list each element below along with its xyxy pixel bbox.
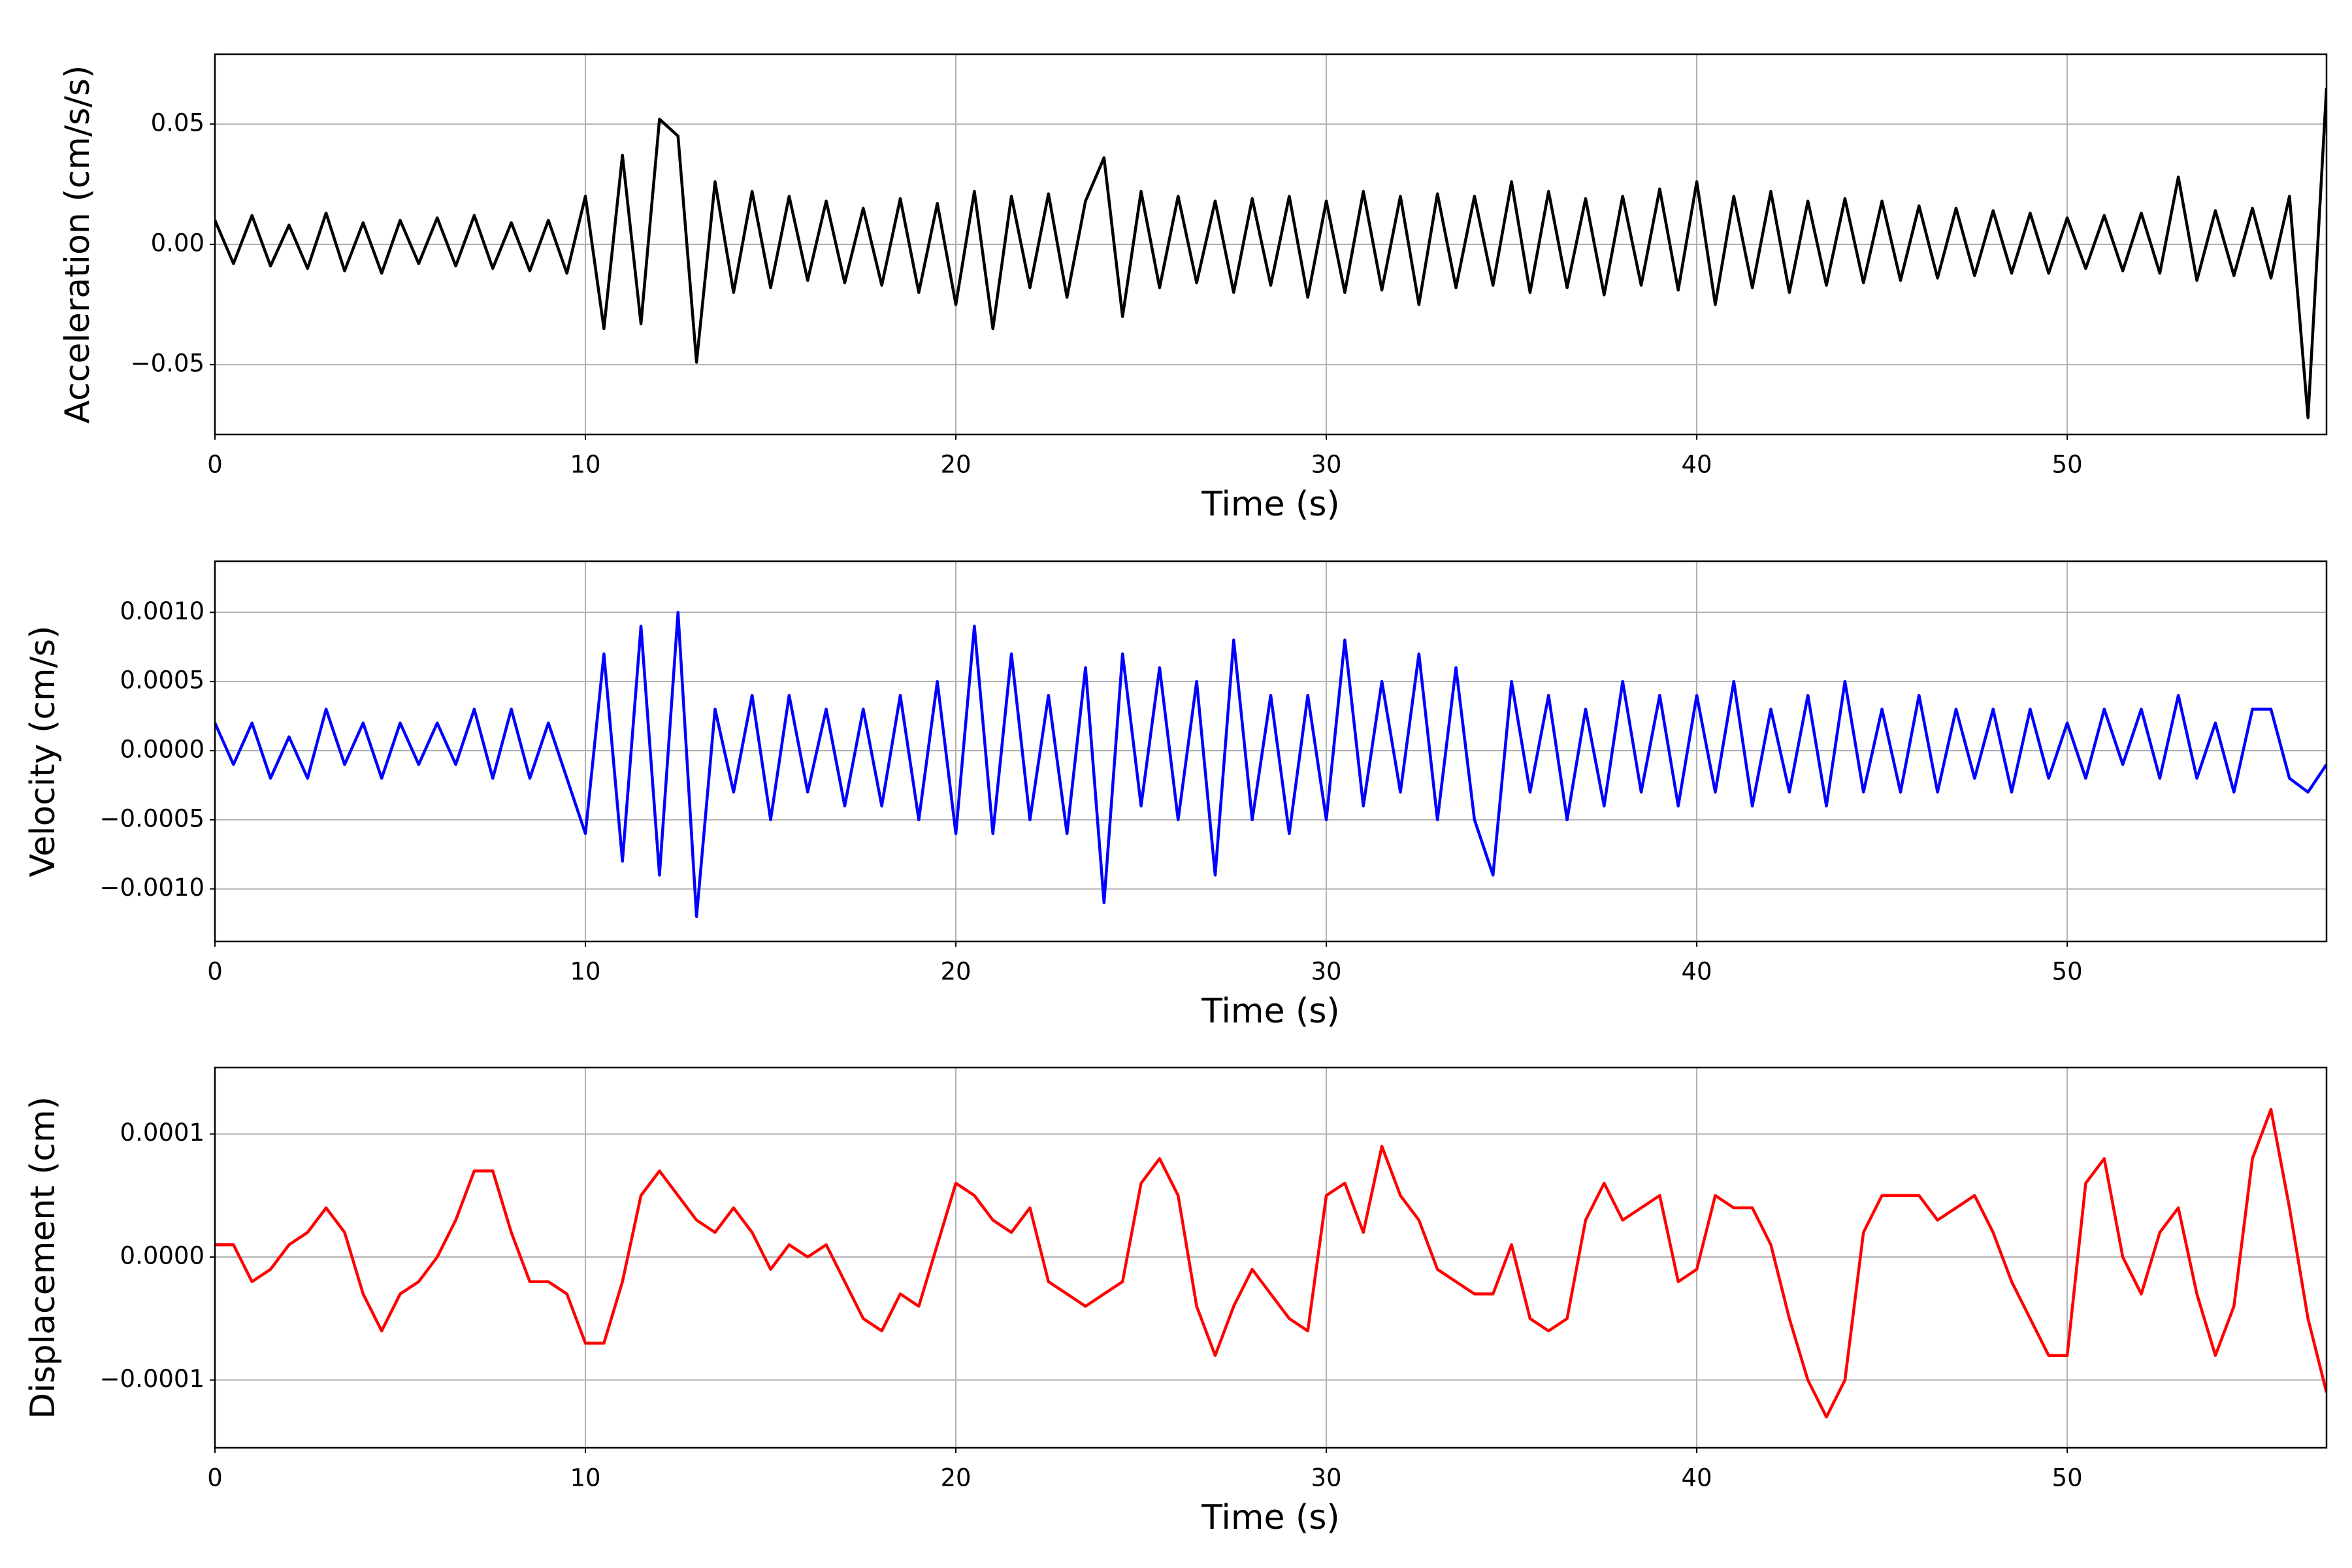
x-tick-label: 50 [2052,451,2083,479]
y-tick-label: 0.0001 [120,1119,204,1147]
x-axis-label: Time (s) [1201,992,1339,1031]
axes-frame [214,560,2328,943]
x-axis-label: Time (s) [1201,1498,1339,1537]
y-tick-label: 0.0010 [120,597,204,625]
y-tick-label: 0.0000 [120,735,204,763]
x-tick-label: 30 [1311,1464,1342,1492]
y-axis-label: Displacement (cm) [24,1096,63,1419]
data-line [215,88,2327,419]
x-tick-label: 0 [207,958,223,986]
y-tick-label: 0.0005 [120,666,204,694]
x-tick-label: 0 [207,1464,223,1492]
y-tick-label: 0.0000 [120,1242,204,1270]
y-tick-label: −0.05 [131,350,204,378]
x-tick-label: 30 [1311,451,1342,479]
y-tick-label: −0.0001 [100,1365,204,1393]
x-tick-label: 10 [570,451,600,479]
x-tick-label: 20 [940,451,971,479]
x-tick-label: 20 [940,1464,971,1492]
x-tick-label: 10 [570,958,600,986]
y-axis-label: Acceleration (cm/s/s) [58,65,97,424]
data-line [215,1107,2327,1419]
x-tick-label: 30 [1311,958,1342,986]
y-tick-label: 0.05 [151,108,204,137]
x-tick-label: 20 [940,958,971,986]
x-tick-label: 50 [2052,1464,2083,1492]
axes-frame [214,1066,2328,1449]
x-tick-label: 40 [1682,958,1712,986]
y-tick-label: −0.0005 [100,804,204,832]
x-axis-label: Time (s) [1201,485,1339,524]
y-axis-label: Velocity (cm/s) [24,626,63,877]
x-tick-label: 0 [207,451,223,479]
x-tick-label: 40 [1682,451,1712,479]
axes-frame [214,53,2328,436]
x-tick-label: 50 [2052,958,2083,986]
data-line [215,611,2327,919]
x-tick-label: 40 [1682,1464,1712,1492]
x-tick-label: 10 [570,1464,600,1492]
y-tick-label: 0.00 [151,229,204,257]
y-tick-label: −0.0010 [100,874,204,902]
